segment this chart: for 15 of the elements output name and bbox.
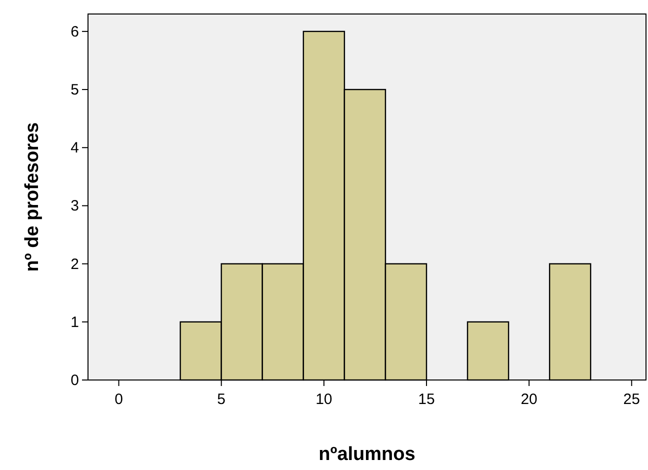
x-axis-title: nºalumnos	[318, 444, 416, 465]
x-tick-label: 10	[316, 391, 332, 408]
y-tick-label: 0	[70, 372, 79, 389]
x-tick-label: 15	[418, 391, 435, 408]
y-tick-label: 1	[70, 314, 79, 331]
y-axis-title: nº de profesores	[22, 122, 43, 272]
y-tick-label: 5	[70, 82, 79, 99]
y-tick-label: 4	[70, 140, 79, 157]
x-tick-label: 5	[217, 391, 226, 408]
y-tick-label: 6	[70, 23, 79, 40]
x-tick-label: 20	[520, 391, 538, 408]
y-tick-label: 3	[70, 198, 79, 215]
y-tick-label: 2	[70, 256, 79, 273]
x-tick-label: 25	[623, 391, 640, 408]
x-tick-label: 0	[114, 391, 123, 408]
